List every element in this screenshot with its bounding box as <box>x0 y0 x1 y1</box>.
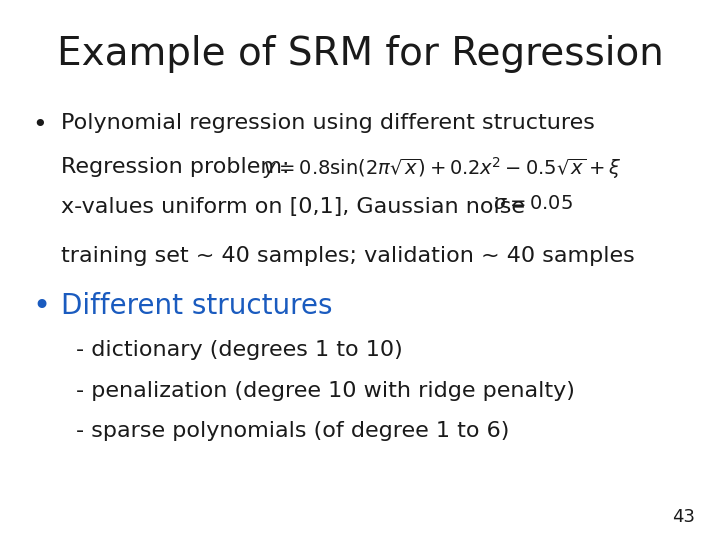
Text: Example of SRM for Regression: Example of SRM for Regression <box>57 35 663 73</box>
Text: Polynomial regression using different structures: Polynomial regression using different st… <box>61 113 595 133</box>
Text: training set ~ 40 samples; validation ~ 40 samples: training set ~ 40 samples; validation ~ … <box>61 246 635 266</box>
Text: Different structures: Different structures <box>61 292 333 320</box>
Text: •: • <box>32 113 47 137</box>
Text: $y = 0.8\sin(2\pi\sqrt{x})+0.2x^2-0.5\sqrt{x}+\xi$: $y = 0.8\sin(2\pi\sqrt{x})+0.2x^2-0.5\sq… <box>263 155 621 181</box>
Text: - dictionary (degrees 1 to 10): - dictionary (degrees 1 to 10) <box>76 340 402 360</box>
Text: 43: 43 <box>672 509 695 526</box>
Text: •: • <box>32 292 50 321</box>
Text: x-values uniform on [0,1], Gaussian noise: x-values uniform on [0,1], Gaussian nois… <box>61 197 539 217</box>
Text: $\sigma = 0.05$: $\sigma = 0.05$ <box>493 195 573 213</box>
Text: Regression problem:: Regression problem: <box>61 157 304 177</box>
Text: - penalization (degree 10 with ridge penalty): - penalization (degree 10 with ridge pen… <box>76 381 575 401</box>
Text: - sparse polynomials (of degree 1 to 6): - sparse polynomials (of degree 1 to 6) <box>76 421 509 441</box>
